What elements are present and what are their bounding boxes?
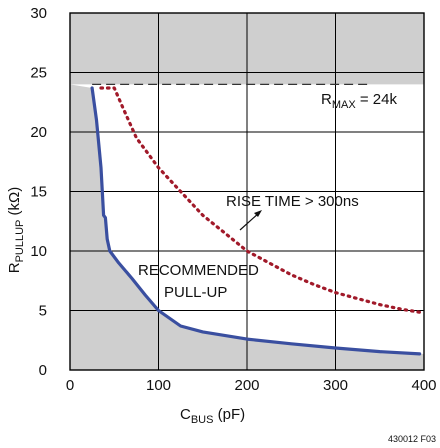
series-line-rise-time — [99, 86, 426, 315]
rise-time-label: RISE TIME > 300ns — [226, 193, 359, 210]
y-tick-label: 10 — [30, 243, 47, 260]
x-tick-labels: 0 100 200 300 400 — [66, 377, 437, 394]
y-tick-label: 25 — [30, 65, 47, 82]
series-line-recommended-pullup — [90, 86, 422, 356]
y-tick-label: 30 — [30, 5, 47, 22]
rmax-label: RMAX = 24k — [321, 91, 397, 111]
plot-border — [69, 12, 425, 371]
x-tick-label: 300 — [323, 377, 348, 394]
x-tick-label: 0 — [66, 377, 74, 394]
recommended-label-line1: RECOMMENDED — [138, 262, 259, 279]
recommended-label-line2: PULL-UP — [164, 284, 227, 301]
x-tick-label: 100 — [146, 377, 171, 394]
y-tick-label: 20 — [30, 124, 47, 141]
series-group — [90, 86, 426, 356]
x-tick-label: 200 — [234, 377, 259, 394]
y-tick-label: 5 — [39, 303, 47, 320]
x-axis-label: CBUS (pF) — [180, 406, 245, 426]
rise-time-arrow-head — [254, 210, 262, 217]
x-tick-label: 400 — [411, 377, 436, 394]
y-tick-label: 15 — [30, 184, 47, 201]
y-tick-labels: 0 5 10 15 20 25 30 — [30, 5, 47, 379]
plot-frame — [69, 12, 425, 371]
figure-id: 430012 F03 — [388, 434, 436, 444]
shade-below-curve — [70, 84, 424, 371]
y-tick-label: 0 — [39, 362, 47, 379]
y-axis-label: RPULLUP (kΩ) — [6, 187, 26, 274]
